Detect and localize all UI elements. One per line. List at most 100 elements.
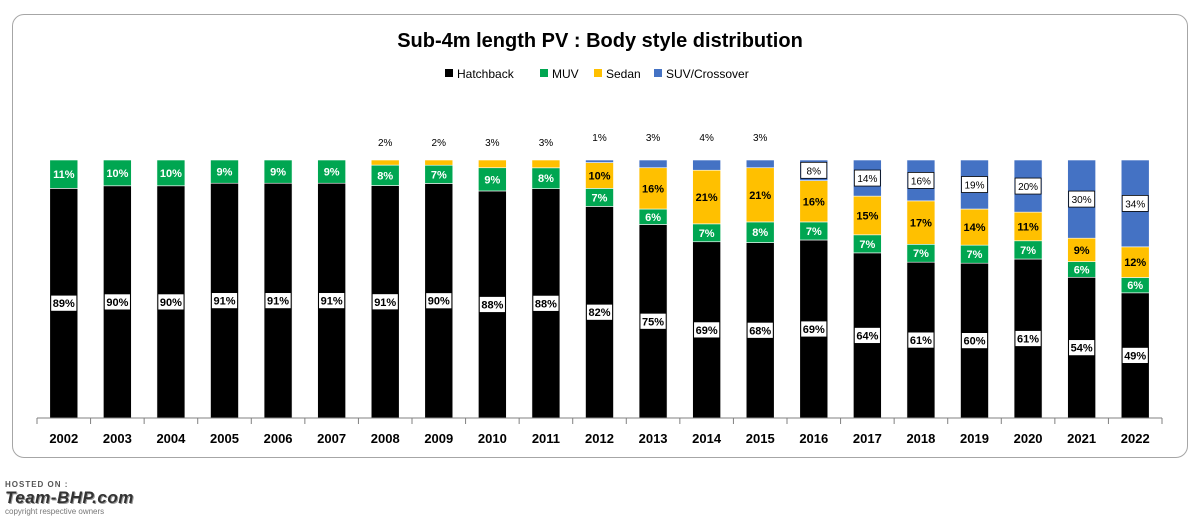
data-label-hatchback-2009: 90% (428, 296, 450, 308)
watermark-copyright-text: copyright respective owners (5, 507, 105, 516)
data-label-hatchback-2002: 89% (53, 298, 75, 310)
label-box-suv-crossover-2018 (907, 172, 935, 189)
data-label-sedan-2016: 16% (803, 196, 825, 208)
data-label-muv-2005: 9% (217, 167, 233, 179)
data-label-suv-crossover-2014: 4% (699, 133, 714, 144)
label-box-hatchback-2020 (1014, 330, 1042, 347)
bar-segment-suv-crossover-2012 (585, 159, 614, 163)
bar-segment-sedan-2018 (906, 200, 936, 245)
label-box-hatchback-2017 (853, 327, 881, 344)
data-label-sedan-2010: 3% (485, 138, 500, 149)
watermark-hosted-text: HOSTED ON : (5, 480, 69, 489)
bar-segment-sedan-2012 (585, 162, 614, 189)
legend-swatch-hatchback (445, 69, 453, 77)
label-box-hatchback-2019 (961, 332, 988, 350)
label-box-hatchback-2007 (318, 292, 346, 310)
x-tick-label-2008: 2008 (371, 431, 400, 446)
data-label-sedan-2022: 12% (1124, 257, 1146, 269)
bar-segment-muv-2004 (156, 159, 186, 187)
data-label-hatchback-2014: 69% (696, 325, 718, 337)
label-box-hatchback-2016 (800, 320, 828, 338)
chart-title: Sub-4m length PV : Body style distributi… (397, 30, 803, 52)
data-label-sedan-2008: 2% (378, 138, 393, 149)
x-tick-label-2005: 2005 (210, 431, 239, 446)
label-box-hatchback-2022 (1121, 347, 1149, 364)
data-label-sedan-2009: 2% (432, 138, 447, 149)
bar-segment-sedan-2016 (799, 180, 829, 223)
bar-segment-sedan-2009 (424, 159, 454, 166)
bar-segment-sedan-2014 (692, 169, 721, 225)
bar-segment-sedan-2015 (745, 167, 775, 223)
label-box-hatchback-2008 (371, 293, 399, 311)
data-label-hatchback-2017: 64% (856, 330, 878, 342)
bar-segment-muv-2003 (103, 159, 132, 187)
data-label-muv-2014: 7% (699, 228, 715, 240)
data-label-hatchback-2013: 75% (642, 316, 664, 328)
data-label-hatchback-2011: 88% (535, 298, 557, 310)
bar-segment-sedan-2019 (960, 208, 989, 246)
bar-segment-muv-2007 (317, 159, 346, 184)
data-label-suv-crossover-2015: 3% (753, 133, 768, 144)
data-label-hatchback-2005: 91% (213, 296, 235, 308)
x-tick-label-2012: 2012 (585, 431, 614, 446)
legend-label-muv: MUV (552, 67, 579, 81)
data-label-hatchback-2019: 60% (963, 336, 985, 348)
data-label-muv-2002: 11% (53, 169, 75, 181)
bar-segment-sedan-2010 (478, 159, 507, 169)
data-label-muv-2019: 7% (967, 249, 983, 261)
label-box-suv-crossover-2021 (1068, 190, 1096, 208)
x-tick-label-2004: 2004 (156, 431, 186, 446)
data-label-sedan-2011: 3% (539, 138, 554, 149)
data-label-sedan-2020: 11% (1017, 221, 1039, 233)
label-box-suv-crossover-2022 (1121, 195, 1149, 212)
label-box-hatchback-2013 (639, 312, 667, 330)
data-label-hatchback-2018: 61% (910, 335, 932, 347)
bar-segment-suv-crossover-2014 (692, 159, 721, 171)
bar-segment-sedan-2020 (1013, 211, 1043, 242)
data-label-hatchback-2015: 68% (749, 325, 771, 337)
data-label-suv-crossover-2016: 8% (807, 166, 822, 177)
data-label-muv-2008: 8% (377, 170, 393, 182)
data-label-hatchback-2012: 82% (588, 307, 610, 319)
x-tick-label-2019: 2019 (960, 431, 989, 446)
x-tick-label-2022: 2022 (1121, 431, 1150, 446)
label-box-hatchback-2002 (50, 294, 78, 312)
data-label-muv-2015: 8% (752, 227, 768, 239)
label-box-hatchback-2004 (157, 293, 185, 311)
bar-segment-sedan-2013 (638, 167, 668, 210)
data-label-hatchback-2016: 69% (803, 324, 825, 336)
data-label-sedan-2019: 14% (963, 222, 985, 234)
data-label-muv-2006: 9% (270, 167, 286, 179)
legend-swatch-sedan (594, 69, 602, 77)
data-label-muv-2007: 9% (324, 167, 340, 179)
data-label-muv-2003: 10% (106, 168, 128, 180)
data-label-hatchback-2003: 90% (106, 297, 128, 309)
data-label-muv-2012: 7% (592, 192, 608, 204)
data-label-sedan-2017: 15% (856, 210, 878, 222)
label-box-hatchback-2003 (103, 293, 131, 311)
bar-segment-muv-2006 (263, 159, 293, 184)
legend-label-suv-crossover: SUV/Crossover (666, 67, 749, 81)
data-label-suv-crossover-2020: 20% (1018, 182, 1038, 193)
watermark-brand-logo: Team-BHP.com (5, 488, 134, 507)
legend-swatch-suv-crossover (654, 69, 662, 77)
data-label-hatchback-2007: 91% (321, 296, 343, 308)
data-label-muv-2020: 7% (1020, 245, 1036, 257)
x-tick-label-2021: 2021 (1067, 431, 1096, 446)
data-label-hatchback-2004: 90% (160, 297, 182, 309)
data-label-muv-2021: 6% (1074, 264, 1090, 276)
data-label-muv-2009: 7% (431, 169, 447, 181)
x-tick-label-2016: 2016 (799, 431, 828, 446)
data-label-sedan-2012: 10% (588, 170, 610, 182)
label-box-hatchback-2012 (586, 303, 613, 321)
data-label-muv-2010: 9% (484, 174, 500, 186)
bar-segment-suv-crossover-2015 (745, 159, 775, 169)
label-box-hatchback-2006 (264, 292, 292, 310)
label-box-suv-crossover-2019 (961, 176, 988, 193)
x-tick-label-2010: 2010 (478, 431, 507, 446)
data-label-sedan-2021: 9% (1074, 245, 1090, 257)
label-box-hatchback-2005 (211, 292, 238, 310)
x-tick-label-2011: 2011 (532, 431, 560, 446)
data-label-muv-2013: 6% (645, 212, 661, 224)
